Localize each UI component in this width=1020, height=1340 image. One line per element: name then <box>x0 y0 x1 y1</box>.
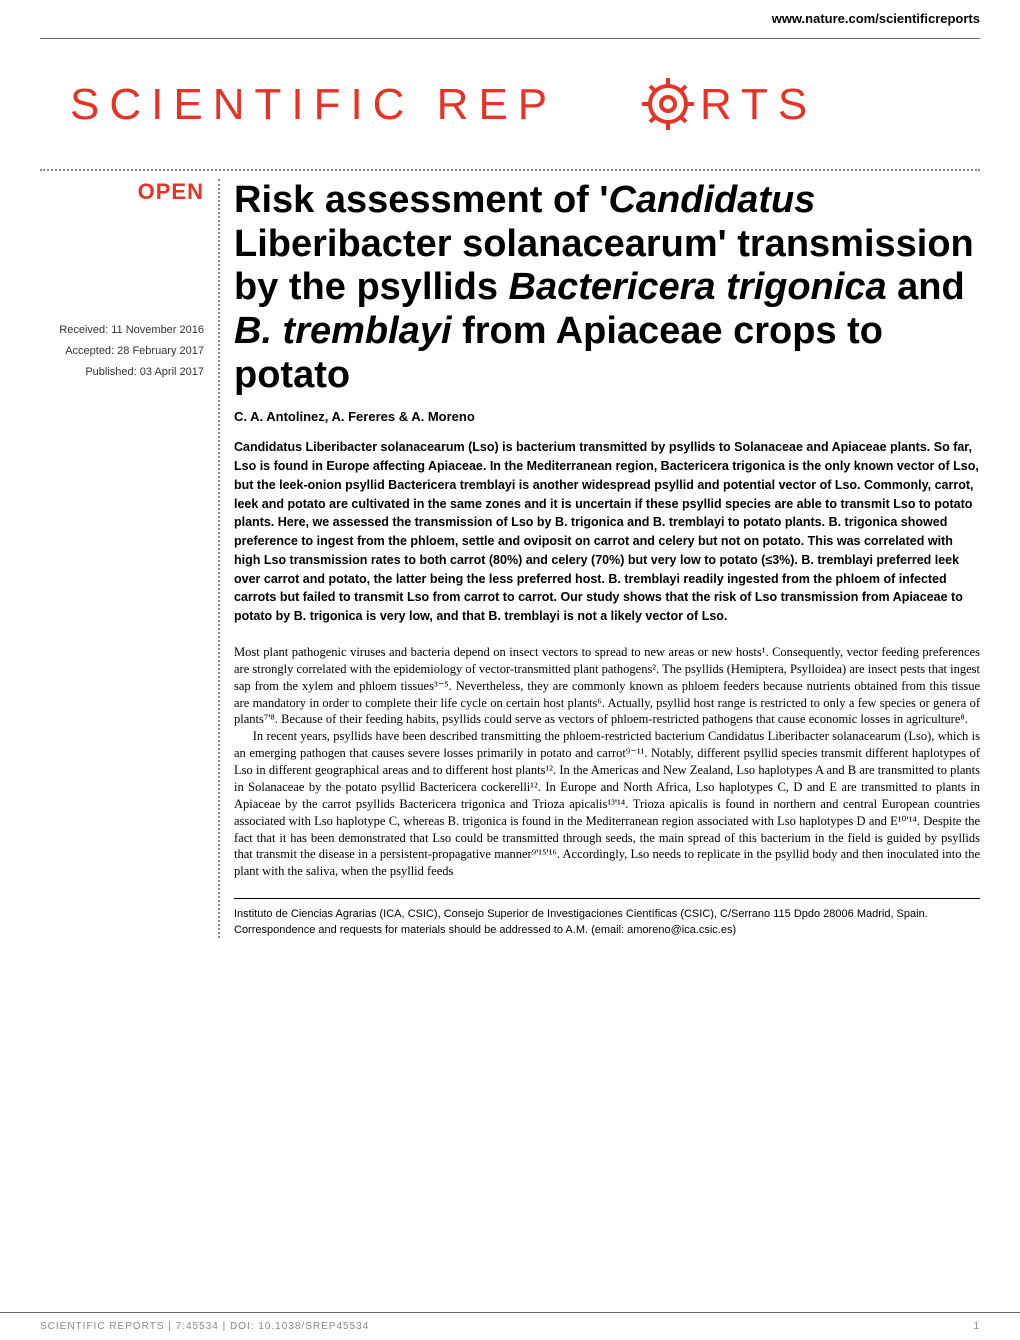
page-number: 1 <box>973 1321 980 1332</box>
svg-text:RTS: RTS <box>700 80 817 129</box>
dotted-rule-top <box>40 169 980 171</box>
content-area: OPEN Received: 11 November 2016 Accepted… <box>0 179 1020 938</box>
article-title: Risk assessment of 'Candidatus Liberibac… <box>234 179 980 397</box>
footer-citation: SCIENTIFIC REPORTS | 7:45534 | DOI: 10.1… <box>40 1321 369 1332</box>
title-italic: Bactericera trigonica <box>509 266 887 308</box>
header-bar: www.nature.com/scientificreports <box>0 0 1020 38</box>
title-text: and <box>887 266 965 308</box>
title-text: Risk assessment of ' <box>234 179 608 221</box>
scientific-reports-logo: SCIENTIFIC REP RTS <box>70 69 950 139</box>
svg-text:SCIENTIFIC REP: SCIENTIFIC REP <box>70 80 557 129</box>
publication-dates: Received: 11 November 2016 Accepted: 28 … <box>40 320 204 383</box>
body-text: Most plant pathogenic viruses and bacter… <box>234 644 980 880</box>
date-published: Published: 03 April 2017 <box>40 362 204 383</box>
body-paragraph: In recent years, psyllids have been desc… <box>234 728 980 880</box>
open-access-badge: OPEN <box>40 179 204 205</box>
journal-url: www.nature.com/scientificreports <box>772 11 980 26</box>
abstract: Candidatus Liberibacter solanacearum (Ls… <box>234 438 980 626</box>
affiliation: Instituto de Ciencias Agrarias (ICA, CSI… <box>234 898 980 938</box>
page-footer: SCIENTIFIC REPORTS | 7:45534 | DOI: 10.1… <box>0 1312 1020 1340</box>
authors: C. A. Antolinez, A. Fereres & A. Moreno <box>234 409 980 424</box>
date-received: Received: 11 November 2016 <box>40 320 204 341</box>
title-italic: Candidatus <box>608 179 815 221</box>
journal-logo: SCIENTIFIC REP RTS <box>0 39 1020 159</box>
right-column: Risk assessment of ' Candidatus Liberibac… <box>220 179 980 938</box>
body-paragraph: Most plant pathogenic viruses and bacter… <box>234 644 980 728</box>
title-italic: B. tremblayi <box>234 310 452 352</box>
date-accepted: Accepted: 28 February 2017 <box>40 341 204 362</box>
left-column: OPEN Received: 11 November 2016 Accepted… <box>40 179 220 938</box>
